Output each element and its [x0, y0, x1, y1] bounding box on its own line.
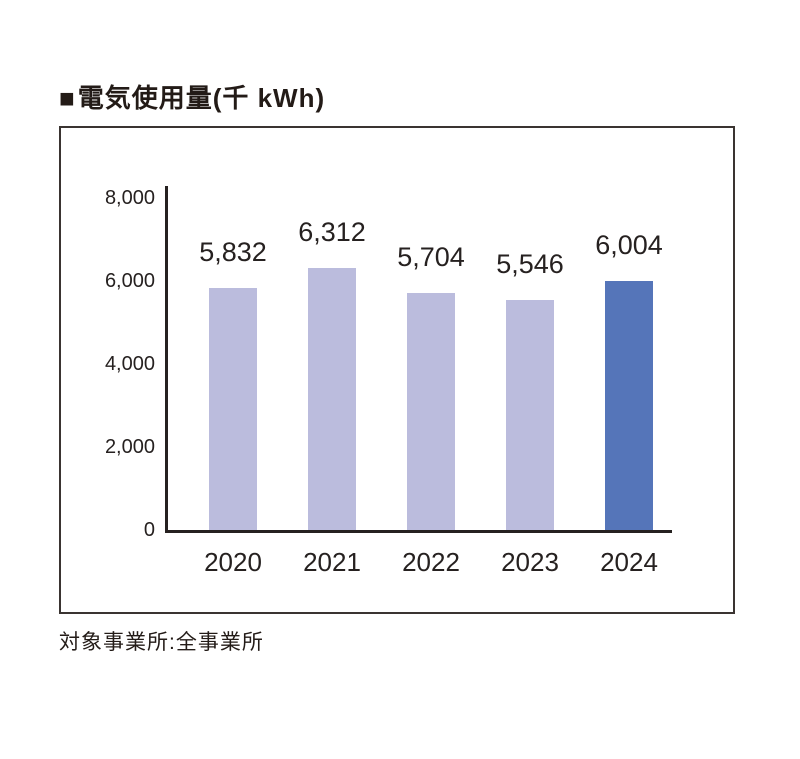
x-axis-label-2022: 2022 [402, 547, 460, 577]
bar-value-label-2023: 5,546 [496, 249, 564, 279]
y-axis-tick-label: 6,000 [104, 270, 155, 292]
bar-value-label-2020: 5,832 [199, 237, 267, 267]
bar-value-label-2022: 5,704 [397, 242, 465, 272]
bar-value-label-2021: 6,312 [298, 217, 366, 247]
chart-title: ■電気使用量(千 kWh) [59, 78, 325, 115]
bar-2024 [605, 281, 653, 530]
x-axis-label-2021: 2021 [303, 547, 361, 577]
bar-chart-plot-area: 8,000 6,000 4,000 2,000 0 5,832 2020 6,312 2021 5… [61, 128, 733, 612]
y-axis-line [165, 186, 168, 533]
y-axis-tick-label: 2,000 [104, 436, 155, 458]
y-axis-tick-label: 0 [143, 519, 155, 541]
x-axis-label-2023: 2023 [501, 547, 559, 577]
bar-value-label-2024: 6,004 [595, 230, 663, 260]
x-axis-label-2020: 2020 [204, 547, 262, 577]
bar-2022 [407, 293, 455, 530]
scope-caption: 対象事業所:全事業所 [59, 631, 264, 654]
chart-frame: 8,000 6,000 4,000 2,000 0 5,832 2020 6,312 2021 5… [59, 126, 735, 614]
square-bullet-icon: ■ [59, 83, 76, 113]
chart-title-text: 電気使用量(千 kWh) [77, 83, 326, 113]
y-axis-tick-label: 8,000 [104, 187, 155, 209]
x-axis-line [165, 530, 672, 533]
bar-2023 [506, 300, 554, 530]
y-axis-tick-label: 4,000 [104, 353, 155, 375]
bar-2020 [209, 288, 257, 530]
bar-2021 [308, 268, 356, 530]
x-axis-label-2024: 2024 [600, 547, 658, 577]
